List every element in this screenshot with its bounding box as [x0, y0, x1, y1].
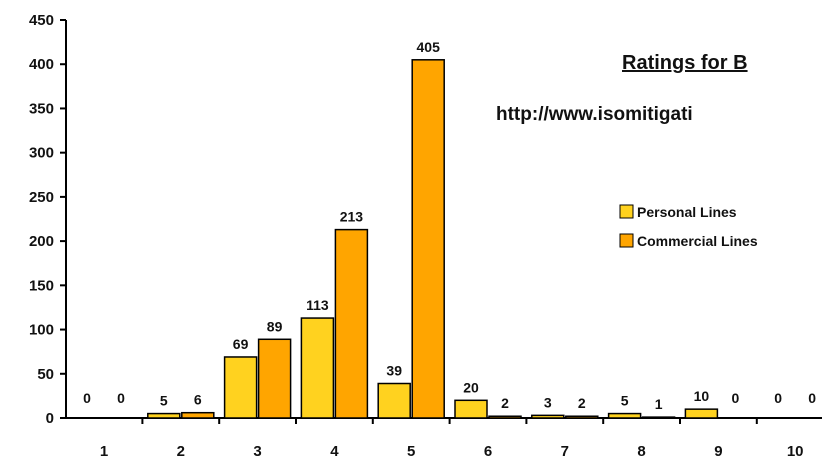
x-tick-label-1: 1 — [100, 443, 108, 459]
commercial-lines-bar-8 — [641, 416, 676, 419]
x-tick-label-4: 4 — [330, 443, 339, 459]
x-tick-label-2: 2 — [177, 443, 185, 459]
y-tick-label-450: 450 — [29, 12, 54, 29]
y-tick-label-400: 400 — [29, 56, 54, 73]
personal-lines-value-7: 3 — [544, 394, 552, 410]
y-tick-label-250: 250 — [29, 189, 54, 206]
y-axis-ticks: 0 50 100 150 200 250 300 350 400 450 — [29, 12, 66, 427]
x-tick-label-10: 10 — [787, 443, 804, 459]
chart-title: Ratings for B — [622, 52, 748, 74]
y-tick-label-100: 100 — [29, 322, 54, 339]
commercial-lines-value-2: 6 — [194, 392, 202, 408]
commercial-lines-bar-7 — [565, 415, 599, 419]
personal-lines-value-3: 69 — [233, 336, 249, 352]
personal-lines-value-8: 5 — [621, 393, 629, 409]
commercial-lines-bar-4 — [334, 228, 369, 419]
personal-lines-bar-8 — [607, 412, 642, 419]
x-tick-label-9: 9 — [714, 443, 722, 459]
y-tick-label-200: 200 — [29, 233, 54, 250]
commercial-lines-bar-5 — [411, 59, 445, 419]
personal-lines-value-5: 39 — [386, 363, 402, 379]
personal-lines-bar-6 — [454, 399, 488, 419]
legend-label-personal-lines: Personal Lines — [637, 204, 737, 220]
personal-lines-value-4: 113 — [306, 297, 329, 313]
personal-lines-value-1: 0 — [83, 390, 91, 406]
y-tick-label-50: 50 — [37, 366, 54, 383]
commercial-lines-value-8: 1 — [655, 396, 663, 412]
chart-legend: Personal Lines Commercial Lines — [619, 204, 758, 249]
personal-lines-bar-2 — [147, 412, 181, 419]
personal-lines-bar-9 — [684, 408, 719, 419]
personal-lines-value-2: 5 — [160, 393, 168, 409]
y-tick-label-150: 150 — [29, 277, 54, 294]
personal-lines-bar-7 — [531, 414, 565, 419]
y-tick-label-0: 0 — [46, 410, 54, 427]
commercial-lines-bar-3 — [257, 338, 292, 419]
legend-swatch-personal-lines — [619, 204, 634, 219]
legend-label-commercial-lines: Commercial Lines — [637, 233, 758, 249]
x-tick-label-3: 3 — [253, 443, 261, 459]
bar-series-group — [147, 59, 719, 419]
personal-lines-bar-3 — [223, 356, 258, 419]
personal-lines-bar-4 — [300, 317, 335, 419]
commercial-lines-value-3: 89 — [267, 318, 283, 334]
personal-lines-value-6: 20 — [463, 379, 479, 395]
personal-lines-value-9: 10 — [694, 388, 710, 404]
x-tick-label-6: 6 — [484, 443, 492, 459]
x-tick-label-8: 8 — [637, 443, 645, 459]
commercial-lines-bar-6 — [488, 415, 522, 419]
personal-lines-bar-5 — [377, 382, 411, 419]
commercial-lines-value-10: 0 — [808, 390, 816, 406]
x-axis-ticks: 1 2 3 4 5 6 7 8 9 10 — [100, 418, 804, 459]
commercial-lines-value-1: 0 — [117, 390, 125, 406]
y-tick-label-300: 300 — [29, 145, 54, 162]
y-tick-label-350: 350 — [29, 100, 54, 117]
chart-url-subtitle: http://www.isomitigati — [496, 104, 693, 125]
commercial-lines-value-4: 213 — [340, 209, 364, 225]
x-tick-label-7: 7 — [561, 443, 569, 459]
commercial-lines-value-6: 2 — [501, 395, 509, 411]
personal-lines-value-10: 0 — [774, 390, 782, 406]
commercial-lines-value-5: 405 — [417, 39, 441, 55]
legend-swatch-commercial-lines — [619, 233, 634, 248]
x-tick-label-5: 5 — [407, 443, 415, 459]
commercial-lines-bar-2 — [181, 411, 215, 419]
commercial-lines-value-7: 2 — [578, 395, 586, 411]
commercial-lines-value-9: 0 — [732, 390, 740, 406]
